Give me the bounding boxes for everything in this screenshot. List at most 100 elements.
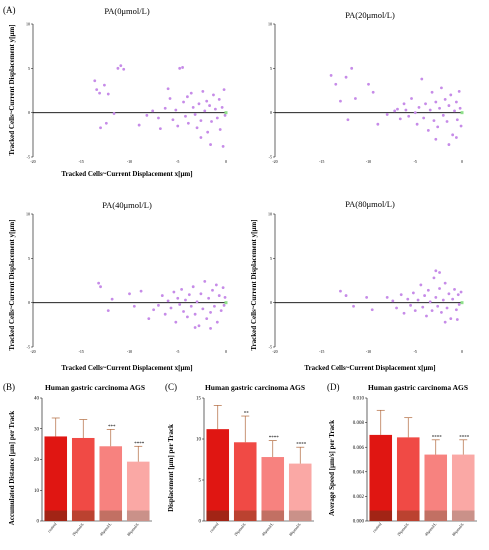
origin-marker [460,111,464,115]
data-point [184,114,187,118]
data-point [223,295,227,299]
scatter-title: PA(20μmol/L) [345,10,395,20]
x-tick-label: -20 [272,159,277,164]
scatter-panel-pa80: PA(80μmol/L) Tracked Cells~Current Displ… [250,199,464,372]
bar-title: Human gastric carcinoma AGS [205,383,305,392]
bar-title: Human gastric carcinoma AGS [45,383,145,392]
y-tick-label: 0 [199,520,202,525]
significance-label: **** [134,442,145,447]
data-point [398,117,402,121]
scatter-panel-pa40: PA(40μmol/L) Tracked Cells~Current Displ… [8,200,228,372]
data-point [205,99,209,103]
data-point [447,104,451,107]
y-tick-label: 0 [37,520,40,525]
data-point [402,311,406,315]
data-point [451,297,455,301]
category-label: 20μmol/L [71,521,85,537]
data-point [455,318,459,321]
data-point [413,309,417,313]
significance-label: **** [459,435,470,440]
x-tick-label: 0 [461,349,463,354]
panel-b-letter: (B) [3,382,15,392]
panel-a-letter: (A) [3,5,16,15]
data-point [419,283,423,287]
y-tick-label: 0 [270,300,272,305]
data-point [215,320,219,324]
bar [233,442,257,521]
bar-base [451,510,475,521]
data-point [174,320,178,324]
bar-ylabel: Displacement [μm] per Track [167,424,175,512]
y-tick-label: 5 [199,479,202,484]
scatter-title: PA(40μmol/L) [102,200,152,210]
data-point [189,91,193,95]
data-point [434,269,438,273]
data-point [199,292,203,296]
data-point [424,102,427,106]
y-tick-label: 10 [268,212,272,217]
data-point [176,296,180,300]
y-tick-label: -5 [27,345,30,350]
data-point [370,308,374,312]
data-point [410,97,413,100]
data-point [205,317,209,321]
data-point [404,108,408,112]
data-point [166,299,170,303]
data-point [434,100,438,104]
bar-ylabel: Average Speed [μm/s] per Track [328,420,336,516]
scatter-xlabel: Tracked Cells~Current Displacement x[μm] [61,170,192,178]
x-tick-label: 0 [225,349,227,354]
bar [396,437,420,521]
data-point [218,128,222,131]
data-point [203,109,207,113]
data-point [106,92,110,96]
significance-label: ** [244,412,250,417]
x-tick-label: -10 [366,349,371,354]
data-point [187,293,191,297]
significance-label: **** [269,436,280,441]
data-point [193,113,197,116]
category-label: 80μmol/L [126,521,140,537]
x-tick-label: -10 [127,349,132,354]
scatter-title: PA(80μmol/L) [345,199,395,209]
data-point [191,285,195,289]
data-point [421,305,425,309]
bar-marks: 40 30 20 10 0 control 20μmol/L *** 40μmol/L **** 8… [34,397,152,537]
data-point [440,311,443,314]
data-point [438,287,441,290]
y-tick-label: 0.004 [353,470,365,475]
data-point [430,90,434,94]
data-point [453,109,456,113]
data-point [428,300,432,304]
data-point [221,144,225,148]
data-point [157,303,160,307]
x-tick-label: -5 [176,349,179,354]
data-point [128,292,131,296]
data-point [98,91,101,95]
data-point [455,118,459,122]
scatter-xlabel: Tracked Cells~Current Displacement x[μm] [304,364,435,372]
data-point [95,88,99,92]
scatter-ylabel: Tracked Cells~Current Displacement y[μm] [8,219,16,350]
data-point [209,311,212,314]
bar [261,457,285,521]
data-point [197,102,201,106]
bar [451,454,475,521]
data-point [147,317,151,321]
bar-ylabel: Accumulated Distance [μm] per Track [8,411,16,526]
y-tick-label: 30 [34,427,40,432]
y-tick-label: 0 [28,300,30,305]
y-tick-label: 0.002 [353,495,365,500]
data-point [213,107,217,111]
bar-marks: 0.010 0.008 0.006 0.004 0.002 0.000 control 20μ… [353,397,477,537]
data-point [193,326,197,329]
data-point [443,281,447,285]
data-point [186,315,189,319]
data-point [367,82,370,86]
data-point [454,308,458,312]
data-point [223,113,227,117]
data-point [443,97,447,101]
data-point [334,82,338,86]
